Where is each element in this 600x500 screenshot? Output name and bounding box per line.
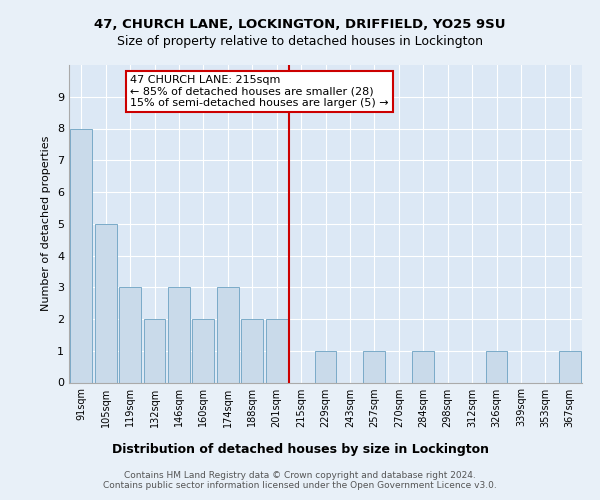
Bar (266, 319, 287, 382)
Text: Distribution of detached houses by size in Lockington: Distribution of detached houses by size … (112, 442, 488, 456)
Y-axis label: Number of detached properties: Number of detached properties (41, 136, 52, 312)
Text: 47, CHURCH LANE, LOCKINGTON, DRIFFIELD, YO25 9SU: 47, CHURCH LANE, LOCKINGTON, DRIFFIELD, … (94, 18, 506, 30)
Text: Contains HM Land Registry data © Crown copyright and database right 2024.
Contai: Contains HM Land Registry data © Crown c… (103, 470, 497, 490)
Text: 47 CHURCH LANE: 215sqm
← 85% of detached houses are smaller (28)
15% of semi-det: 47 CHURCH LANE: 215sqm ← 85% of detached… (130, 74, 389, 108)
Text: Size of property relative to detached houses in Lockington: Size of property relative to detached ho… (117, 35, 483, 48)
Bar (119, 287, 141, 382)
Bar (217, 287, 239, 382)
Bar (95, 224, 116, 382)
Bar (143, 319, 166, 382)
Bar (485, 351, 508, 382)
Bar (364, 351, 385, 382)
Bar (193, 319, 214, 382)
Bar (559, 351, 581, 382)
Bar (241, 319, 263, 382)
Bar (412, 351, 434, 382)
Bar (168, 287, 190, 382)
Bar (70, 128, 92, 382)
Bar (314, 351, 337, 382)
